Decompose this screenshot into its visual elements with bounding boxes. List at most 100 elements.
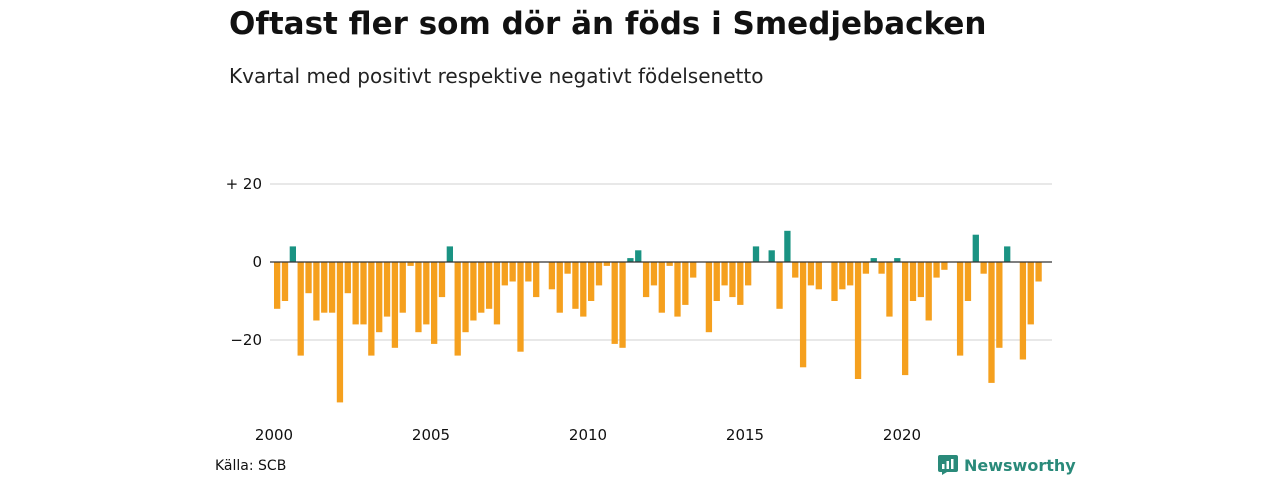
bar (383, 262, 391, 317)
bar (548, 262, 556, 290)
bar (658, 262, 665, 313)
bar (642, 262, 650, 298)
bar (485, 262, 493, 309)
bar (305, 262, 312, 294)
bar (815, 262, 822, 290)
bar (776, 262, 783, 309)
bar (886, 262, 893, 317)
y-tick-label: 0 (252, 253, 262, 271)
bar (509, 262, 516, 282)
bar (635, 250, 642, 262)
bar (603, 262, 610, 266)
bar (666, 262, 673, 266)
bar (556, 262, 563, 313)
chart-subtitle: Kvartal med positivt respektive negativt… (229, 64, 764, 88)
bar (768, 250, 775, 262)
bar (713, 262, 720, 301)
bar (360, 262, 367, 325)
x-tick-label: 2005 (412, 426, 450, 444)
brand-logo[interactable]: Newsworthy (938, 455, 1076, 475)
bars-layer (274, 230, 1042, 403)
bar (274, 262, 281, 309)
bar (1035, 262, 1042, 282)
bar (721, 262, 728, 286)
bar (996, 262, 1003, 348)
x-tick-label: 2010 (569, 426, 607, 444)
newsworthy-logo-icon (938, 455, 958, 475)
bar (572, 262, 579, 309)
bar (847, 262, 854, 286)
bar (431, 262, 438, 344)
bar (368, 262, 375, 356)
chart-title: Oftast fler som dör än föds i Smedjeback… (229, 6, 987, 42)
bar (1004, 246, 1011, 262)
bar (415, 262, 422, 333)
bar (517, 262, 524, 352)
bar (462, 262, 469, 333)
bar (752, 246, 760, 262)
bar (399, 262, 406, 313)
bar (902, 262, 909, 376)
bar (870, 258, 877, 262)
x-tick-label: 2020 (883, 426, 921, 444)
brand-name: Newsworthy (964, 455, 1076, 475)
y-tick-label: −20 (230, 331, 262, 349)
bar (745, 262, 752, 286)
bar (580, 262, 587, 317)
bar (980, 262, 987, 274)
bar (533, 262, 540, 298)
bar (470, 262, 477, 321)
bar (1019, 262, 1027, 360)
bar (854, 262, 862, 379)
bar (729, 262, 736, 298)
bar (894, 258, 901, 262)
bar (964, 262, 972, 301)
bar (423, 262, 430, 325)
bar (407, 262, 414, 266)
bar (831, 262, 838, 301)
bar (933, 262, 940, 278)
bar (321, 262, 328, 313)
bar (682, 262, 689, 305)
bar (956, 262, 964, 356)
bar (792, 262, 799, 278)
bar (1027, 262, 1034, 325)
y-tick-label: + 20 (226, 175, 262, 193)
bar (446, 246, 453, 262)
bar (917, 262, 924, 298)
bar (313, 262, 320, 321)
bar (525, 262, 532, 282)
bar (297, 262, 304, 356)
bar (909, 262, 917, 301)
bar (988, 262, 995, 383)
bar (501, 262, 508, 286)
bar (564, 262, 571, 274)
x-tick-label: 2000 (255, 426, 293, 444)
bar (454, 262, 461, 356)
bar (344, 262, 351, 294)
bar-chart: + 20 0 −20 2000 2005 2010 2015 2020 (226, 175, 1052, 444)
bar (595, 262, 603, 286)
bar (674, 262, 681, 317)
bar (972, 234, 979, 262)
source-note: Källa: SCB (215, 458, 287, 474)
bar (281, 262, 289, 301)
bar (690, 262, 697, 278)
bar (784, 230, 791, 262)
bar (289, 246, 296, 262)
bar (328, 262, 336, 313)
bar (839, 262, 846, 290)
bar (650, 262, 658, 286)
bar (941, 262, 948, 270)
bar (627, 258, 634, 262)
bar (493, 262, 501, 325)
bar (737, 262, 744, 305)
bar (799, 262, 807, 368)
bar (878, 262, 885, 274)
bar (352, 262, 359, 325)
bar (619, 262, 626, 348)
bar (438, 262, 446, 298)
bar (807, 262, 815, 286)
bar (705, 262, 713, 333)
bar (336, 262, 344, 403)
